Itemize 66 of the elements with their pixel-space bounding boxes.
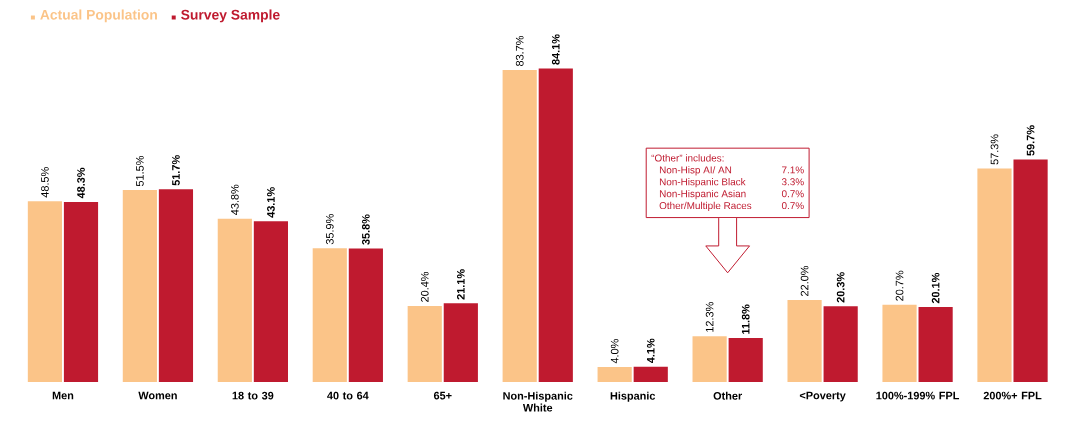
annotation: Non-Hisp AI/ AN [659,166,732,176]
x-tick-label: 200%+ FPL [983,391,1042,400]
x-tick-label: <Poverty [799,391,846,402]
data-label: 48.3% [77,167,85,199]
bar [312,248,347,383]
data-label: 12.3% [705,302,714,332]
bar [728,338,763,383]
x-tick-label: Women [138,391,177,400]
bar [1013,159,1048,383]
x-tick-label: Non-Hispanic White [503,391,573,412]
bar [692,336,727,383]
data-label: 51.5% [136,156,144,187]
bar [63,202,99,383]
data-label: 20.1% [931,273,940,304]
annotation: “Other” includes: [651,154,724,162]
bar [882,304,917,383]
data-label: 35.9% [325,214,334,245]
data-label: 84.1% [551,34,560,65]
data-label: 48.5% [41,167,49,198]
data-label: 21.1% [456,269,465,300]
data-label: 4.0% [610,339,619,364]
bar [27,201,62,383]
data-label: 22.0% [800,266,809,297]
legend-label: Survey Sample [181,9,280,23]
bar [348,248,383,383]
bar [918,307,953,383]
bar [253,221,288,383]
x-tick-label: 40 to 64 [327,391,369,400]
x-tick-label: Men [52,391,74,400]
bar [977,168,1012,383]
annotation: 0.7% [781,190,804,198]
data-label: 11.8% [741,304,750,334]
x-tick-label: 18 to 39 [232,391,274,400]
data-label: 20.4% [420,272,429,303]
bar [633,366,668,383]
annotation: Non-Hispanic Asian [659,190,746,200]
data-label: 83.7% [515,36,524,67]
bar [538,68,573,383]
data-label: 57.3% [990,134,999,165]
annotation: Non-Hispanic Black [659,178,746,188]
bar [787,300,822,383]
data-label: 43.1% [267,187,275,218]
data-label: 35.8% [362,214,370,245]
annotation: 3.3% [781,178,804,186]
data-label: 51.7% [172,155,180,186]
bar [407,306,442,383]
bar [158,189,194,383]
data-label: 4.1% [646,338,655,364]
bar [217,218,252,383]
data-label: 20.3% [836,272,845,303]
bar [597,367,632,383]
annotation: 0.7% [781,202,804,210]
x-tick-label: 100%-199% FPL [876,391,960,400]
bar [122,190,157,383]
bar [443,303,478,383]
legend-label: Actual Population [40,9,157,23]
data-label: 20.7% [895,270,904,301]
data-label: 43.8% [230,184,239,216]
x-tick-label: 65+ [433,391,452,400]
annotation: Other/Multiple Races [659,201,752,212]
annotation: 7.1% [782,166,804,174]
bar [502,70,537,383]
x-tick-label: Other [713,391,743,400]
data-label: 59.7% [1026,125,1035,156]
bar [823,306,858,383]
x-tick-label: Hispanic [610,391,656,402]
